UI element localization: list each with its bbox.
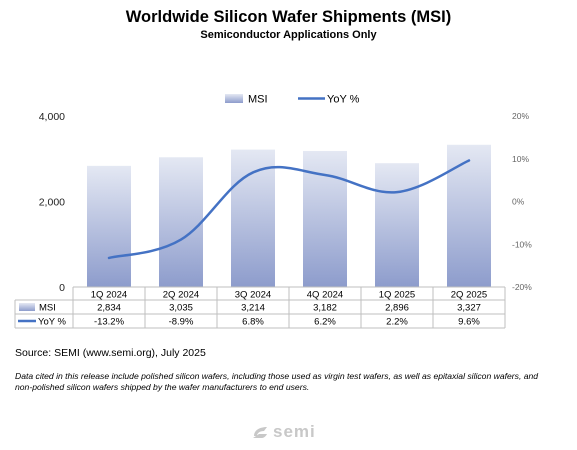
msi-bar (159, 157, 203, 287)
y-left-tick-label: 4,000 (39, 111, 65, 123)
msi-bar (231, 149, 275, 287)
msi-bar (375, 163, 419, 287)
msi-data-label: 3,214 (241, 303, 265, 314)
semi-logo-mark-icon (253, 427, 267, 438)
x-category-label: 3Q 2024 (235, 290, 271, 301)
msi-data-label: 3,035 (169, 303, 193, 314)
source-note: Source: SEMI (www.semi.org), July 2025 (15, 347, 206, 359)
chart-axes: 0 2,000 4,000 -20% -10% 0% 10% 20% (39, 111, 533, 294)
msi-data-label: 3,182 (313, 303, 337, 314)
x-category-label: 1Q 2024 (91, 290, 127, 301)
yoy-data-label: 2.2% (386, 317, 408, 328)
msi-bars (87, 144, 491, 287)
msi-data-label: 2,896 (385, 303, 409, 314)
legend-msi-swatch (225, 94, 243, 103)
chart-legend: MSI YoY % (225, 94, 360, 106)
yoy-data-label: 9.6% (458, 317, 480, 328)
yoy-line-path (107, 159, 471, 260)
data-footnote: Data cited in this release include polis… (15, 371, 539, 392)
yoy-data-label: -8.9% (169, 317, 194, 328)
legend-msi-label: MSI (248, 94, 268, 106)
yoy-data-label: 6.2% (314, 317, 336, 328)
semi-logo-text: semi (273, 422, 316, 441)
data-table: 1Q 2024 2Q 2024 3Q 2024 4Q 2024 1Q 2025 2Q 20… (14, 286, 506, 329)
y-right-tick-label: 20% (512, 111, 529, 121)
msi-data-label: 2,834 (97, 303, 121, 314)
msi-bar (303, 150, 347, 287)
table-msi-swatch (19, 303, 35, 311)
wafer-shipments-chart: MSI YoY % 0 2,000 4,000 -20% -10% 0% 10% 20% 1Q … (14, 94, 533, 329)
msi-data-label: 3,327 (457, 303, 481, 314)
y-left-tick-label: 2,000 (39, 197, 65, 209)
x-category-label: 2Q 2024 (163, 290, 199, 301)
yoy-line (107, 159, 471, 260)
y-left-tick-label: 0 (59, 282, 65, 294)
legend-yoy-label: YoY % (327, 94, 360, 106)
x-category-label: 2Q 2025 (451, 290, 487, 301)
y-right-tick-label: -10% (512, 239, 532, 249)
y-right-tick-label: -20% (512, 282, 532, 292)
chart-subtitle: Semiconductor Applications Only (200, 29, 377, 41)
semi-logo: semi (250, 422, 316, 442)
yoy-data-label: 6.8% (242, 317, 264, 328)
y-right-tick-label: 0% (512, 197, 525, 207)
msi-bar (87, 165, 131, 287)
y-right-tick-label: 10% (512, 154, 529, 164)
chart-title: Worldwide Silicon Wafer Shipments (MSI) (125, 8, 452, 26)
table-yoy-header: YoY % (38, 317, 67, 328)
x-category-label: 1Q 2025 (379, 290, 415, 301)
msi-bar (447, 144, 491, 287)
yoy-data-label: -13.2% (94, 317, 125, 328)
table-msi-header: MSI (39, 303, 56, 314)
x-category-label: 4Q 2024 (307, 290, 343, 301)
